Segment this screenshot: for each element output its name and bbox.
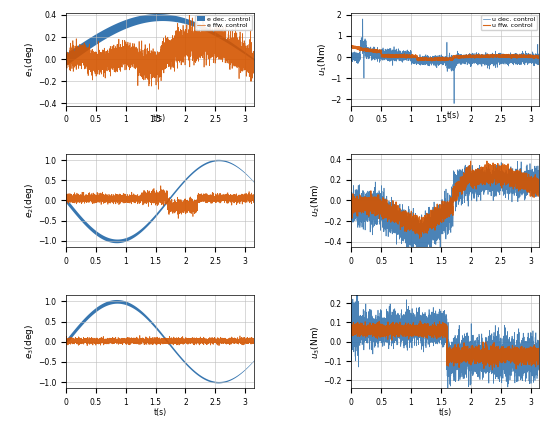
X-axis label: t(s): t(s) [153,408,167,417]
Y-axis label: $e_2$(deg): $e_2$(deg) [24,183,36,218]
X-axis label: t(s): t(s) [438,408,452,417]
Y-axis label: $u_1$(Nm): $u_1$(Nm) [317,42,329,76]
Y-axis label: $u_2$(Nm): $u_2$(Nm) [309,184,322,217]
Text: t(s): t(s) [446,111,459,120]
Legend: u dec. control, u ffw. control: u dec. control, u ffw. control [481,14,537,30]
Y-axis label: $e_1$(deg): $e_1$(deg) [24,42,36,77]
Legend: e dec. control, e ffw. control: e dec. control, e ffw. control [195,14,252,30]
Y-axis label: $e_3$(deg): $e_3$(deg) [24,324,36,359]
Y-axis label: $u_3$(Nm): $u_3$(Nm) [309,325,322,359]
Text: t(s): t(s) [153,114,166,124]
